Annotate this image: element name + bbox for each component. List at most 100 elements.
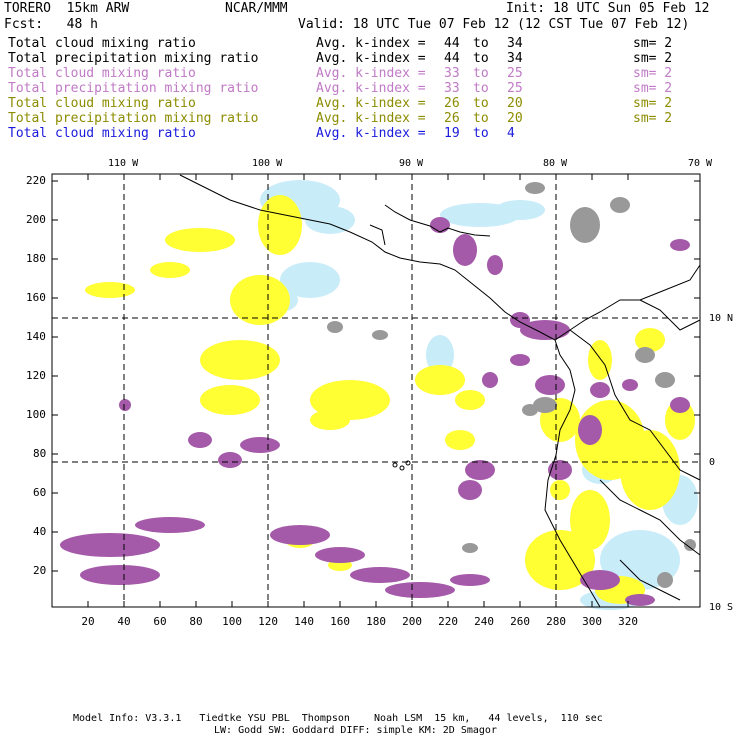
- precip-high-blob: [60, 533, 160, 557]
- precip-high-blob: [580, 570, 620, 590]
- precip-high-blob: [458, 480, 482, 500]
- x-tick-label: 220: [438, 615, 458, 628]
- legend-from: 44: [444, 36, 460, 51]
- precip-high-blob: [465, 460, 495, 480]
- legend-sm: sm= 2: [633, 81, 673, 96]
- org-name: NCAR/MMM: [225, 1, 288, 16]
- legend-field: Total precipitation mixing ratio: [8, 51, 259, 66]
- precip-high-blob: [385, 582, 455, 598]
- cloud-mid-blob: [85, 282, 135, 298]
- legend-to: 25: [507, 66, 523, 81]
- legend-from: 26: [444, 111, 460, 126]
- precip-high-blob: [80, 565, 160, 585]
- cloud-mid-blob: [550, 480, 570, 500]
- cloud-high-blob: [327, 321, 343, 333]
- legend-field: Total cloud mixing ratio: [8, 96, 196, 111]
- precip-high-blob: [487, 255, 503, 275]
- legend-field: Total cloud mixing ratio: [8, 126, 196, 141]
- y-tick-label: 220: [26, 174, 46, 187]
- precip-high-blob: [119, 399, 131, 411]
- precip-high-blob: [535, 375, 565, 395]
- legend-field: Total cloud mixing ratio: [8, 66, 196, 81]
- legend-avg: Avg. k-index =: [316, 111, 426, 126]
- legend-avg: Avg. k-index =: [316, 96, 426, 111]
- precip-high-blob: [350, 567, 410, 583]
- x-tick-label: 140: [294, 615, 314, 628]
- x-tick-label: 20: [81, 615, 95, 628]
- precip-high-blob: [482, 372, 498, 388]
- cloud-high-blob: [635, 347, 655, 363]
- lon-label: 80 W: [543, 158, 568, 169]
- cloud-mid-blob: [455, 390, 485, 410]
- y-tick-label: 180: [26, 252, 46, 265]
- cloud-mid-blob: [570, 490, 610, 550]
- x-tick-label: 260: [510, 615, 530, 628]
- precip-high-blob: [218, 452, 242, 468]
- legend-avg: Avg. k-index =: [316, 51, 426, 66]
- cloud-high-blob: [522, 404, 538, 416]
- legend-from: 33: [444, 81, 460, 96]
- precip-high-blob: [670, 239, 690, 251]
- x-tick-label: 120: [258, 615, 278, 628]
- weather-fields: [60, 180, 698, 610]
- x-tick-label: 280: [546, 615, 566, 628]
- cloud-high-blob: [655, 372, 675, 388]
- valid-time: Valid: 18 UTC Tue 07 Feb 12 (12 CST Tue …: [298, 17, 690, 32]
- legend-to-word: to: [473, 51, 489, 66]
- precip-high-blob: [270, 525, 330, 545]
- legend-field: Total precipitation mixing ratio: [8, 111, 259, 126]
- legend-from: 33: [444, 66, 460, 81]
- x-tick-label: 80: [189, 615, 203, 628]
- precip-high-blob: [188, 432, 212, 448]
- precip-high-blob: [240, 437, 280, 453]
- x-tick-label: 160: [330, 615, 350, 628]
- precip-high-blob: [578, 415, 602, 445]
- legend-to: 20: [507, 111, 523, 126]
- x-tick-label: 300: [582, 615, 602, 628]
- cloud-mid-blob: [230, 275, 290, 325]
- physics-info: LW: Godd SW: Goddard DIFF: simple KM: 2D…: [214, 725, 497, 736]
- cloud-mid-blob: [620, 430, 680, 510]
- x-tick-label: 100: [222, 615, 242, 628]
- model-info: Model Info: V3.3.1 Tiedtke YSU PBL Thomp…: [73, 713, 603, 724]
- lon-label: 100 W: [252, 158, 283, 169]
- legend-sm: sm= 2: [633, 51, 673, 66]
- legend-to-word: to: [473, 96, 489, 111]
- lat-lon-grid: [52, 174, 700, 607]
- legend-to: 34: [507, 51, 523, 66]
- precip-high-blob: [670, 397, 690, 413]
- y-tick-label: 120: [26, 369, 46, 382]
- x-tick-label: 320: [618, 615, 638, 628]
- precip-high-blob: [450, 574, 490, 586]
- cloud-mid-blob: [525, 530, 595, 590]
- cloud-mid-blob: [200, 385, 260, 415]
- cloud-mid-blob: [258, 195, 302, 255]
- y-tick-label: 60: [33, 486, 47, 499]
- legend-to-word: to: [473, 36, 489, 51]
- precip-high-blob: [548, 460, 572, 480]
- legend-sm: sm= 2: [633, 66, 673, 81]
- y-tick-label: 20: [33, 564, 47, 577]
- legend-sm: sm= 2: [633, 111, 673, 126]
- model-name: TORERO 15km ARW: [4, 1, 130, 16]
- forecast-hour: Fcst: 48 h: [4, 17, 98, 32]
- legend-to-word: to: [473, 111, 489, 126]
- legend-avg: Avg. k-index =: [316, 66, 426, 81]
- legend-to: 20: [507, 96, 523, 111]
- legend-to: 25: [507, 81, 523, 96]
- cloud-low-blob: [426, 335, 454, 375]
- lat-label: 0: [709, 457, 716, 468]
- cloud-mid-blob: [635, 328, 665, 352]
- cloud-high-blob: [533, 397, 557, 413]
- legend-to: 34: [507, 36, 523, 51]
- legend-field: Total cloud mixing ratio: [8, 36, 196, 51]
- cloud-mid-blob: [415, 365, 465, 395]
- legend-avg: Avg. k-index =: [316, 126, 426, 141]
- cloud-high-blob: [462, 543, 478, 553]
- cloud-low-blob: [280, 262, 340, 298]
- cloud-mid-blob: [165, 228, 235, 252]
- legend-to: 4: [507, 126, 515, 141]
- x-tick-label: 200: [402, 615, 422, 628]
- legend-to-word: to: [473, 81, 489, 96]
